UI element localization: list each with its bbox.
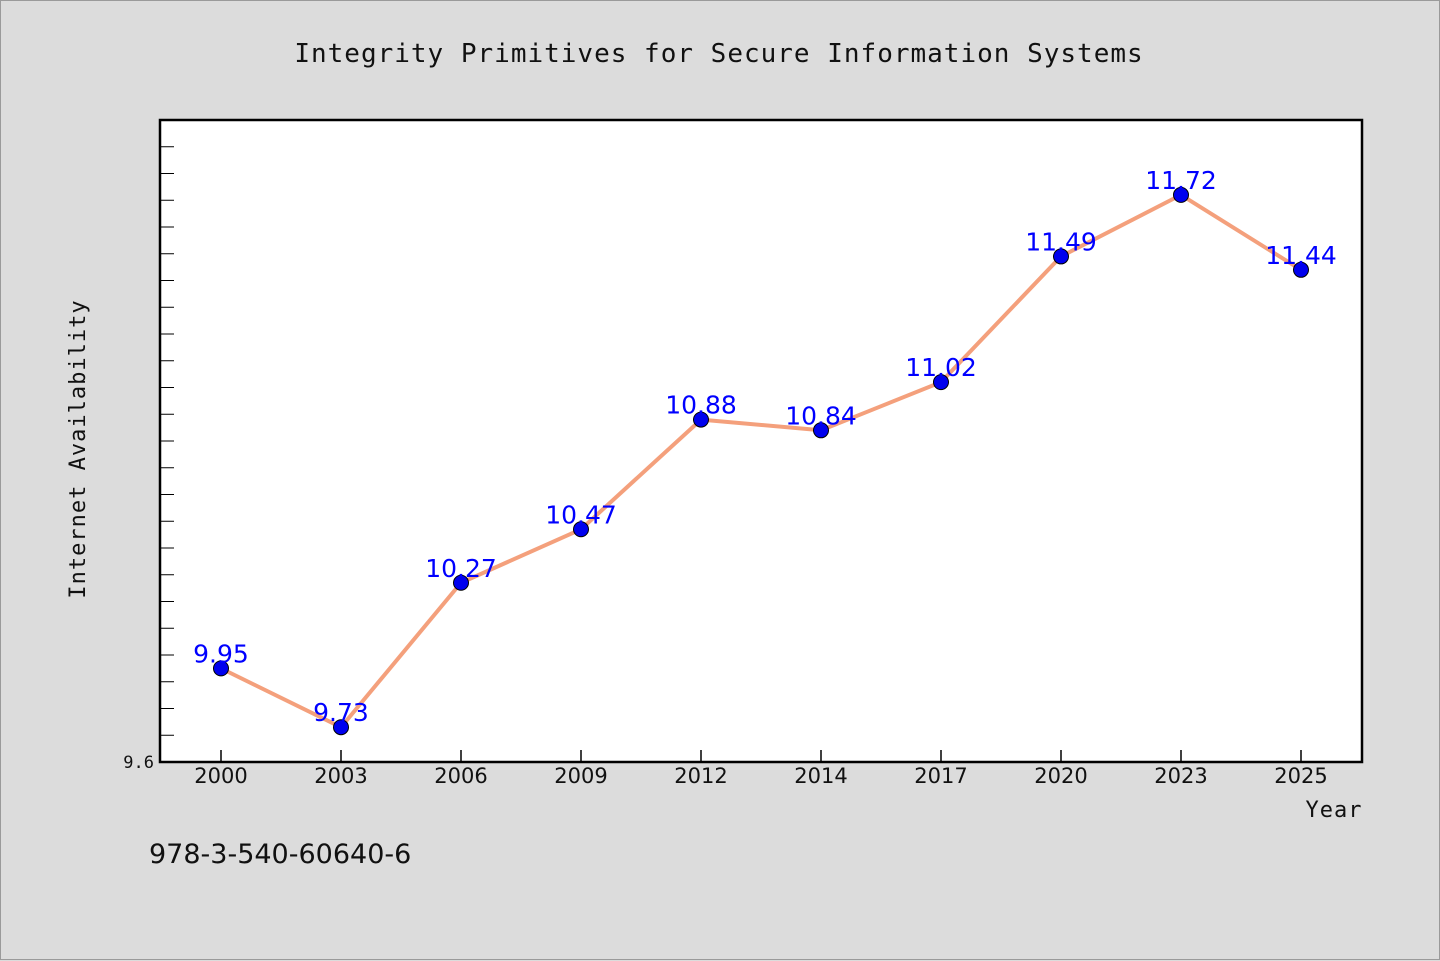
data-point [573, 521, 589, 538]
data-label: 9.95 [193, 639, 249, 668]
data-label: 11.02 [905, 353, 977, 382]
x-axis-label: Year [1306, 798, 1363, 823]
data-label: 10.27 [425, 554, 497, 583]
data-point [813, 422, 829, 439]
data-label: 10.88 [665, 391, 737, 420]
data-label: 10.84 [785, 401, 857, 430]
data-label: 10.47 [545, 500, 617, 529]
x-axis-tick-labels: 2000 2003 2006 2009 2012 2014 2017 2020 2023 2025 [194, 764, 1327, 788]
plot-area [158, 118, 1364, 764]
x-tick-label: 2009 [554, 764, 607, 788]
x-axis-ticks [220, 750, 1302, 762]
series-line [219, 192, 1303, 730]
data-label: 11.49 [1025, 227, 1097, 256]
x-tick-label: 2017 [914, 764, 967, 788]
data-labels: 9.95 9.73 10.27 10.47 10.88 10.84 11.02 11.49 11… [193, 166, 1337, 727]
x-tick-label: 2023 [1154, 764, 1207, 788]
x-tick-label: 2000 [194, 764, 247, 788]
data-point [1053, 248, 1069, 265]
data-point [333, 719, 349, 736]
chart-title: Integrity Primitives for Secure Informat… [294, 39, 1143, 69]
y-axis-label: Internet Availability [66, 299, 91, 598]
data-label: 11.72 [1145, 166, 1217, 195]
data-point [1293, 261, 1309, 278]
isbn-footer: 978-3-540-60640-6 [149, 839, 411, 870]
x-tick-label: 2006 [434, 764, 487, 788]
y-tick-label: 9.6 [123, 753, 154, 773]
data-point [933, 374, 949, 391]
data-label: 9.73 [313, 698, 369, 727]
data-point [453, 574, 469, 591]
x-tick-label: 2025 [1274, 764, 1327, 788]
data-point [213, 660, 229, 677]
data-point [1173, 186, 1189, 203]
series-group [213, 186, 1309, 736]
y-axis-ticks [160, 146, 174, 763]
data-point [693, 411, 709, 428]
x-tick-label: 2020 [1034, 764, 1087, 788]
x-tick-label: 2012 [674, 764, 727, 788]
x-tick-label: 2003 [314, 764, 367, 788]
data-label: 11.44 [1265, 241, 1337, 270]
x-tick-label: 2014 [794, 764, 847, 788]
